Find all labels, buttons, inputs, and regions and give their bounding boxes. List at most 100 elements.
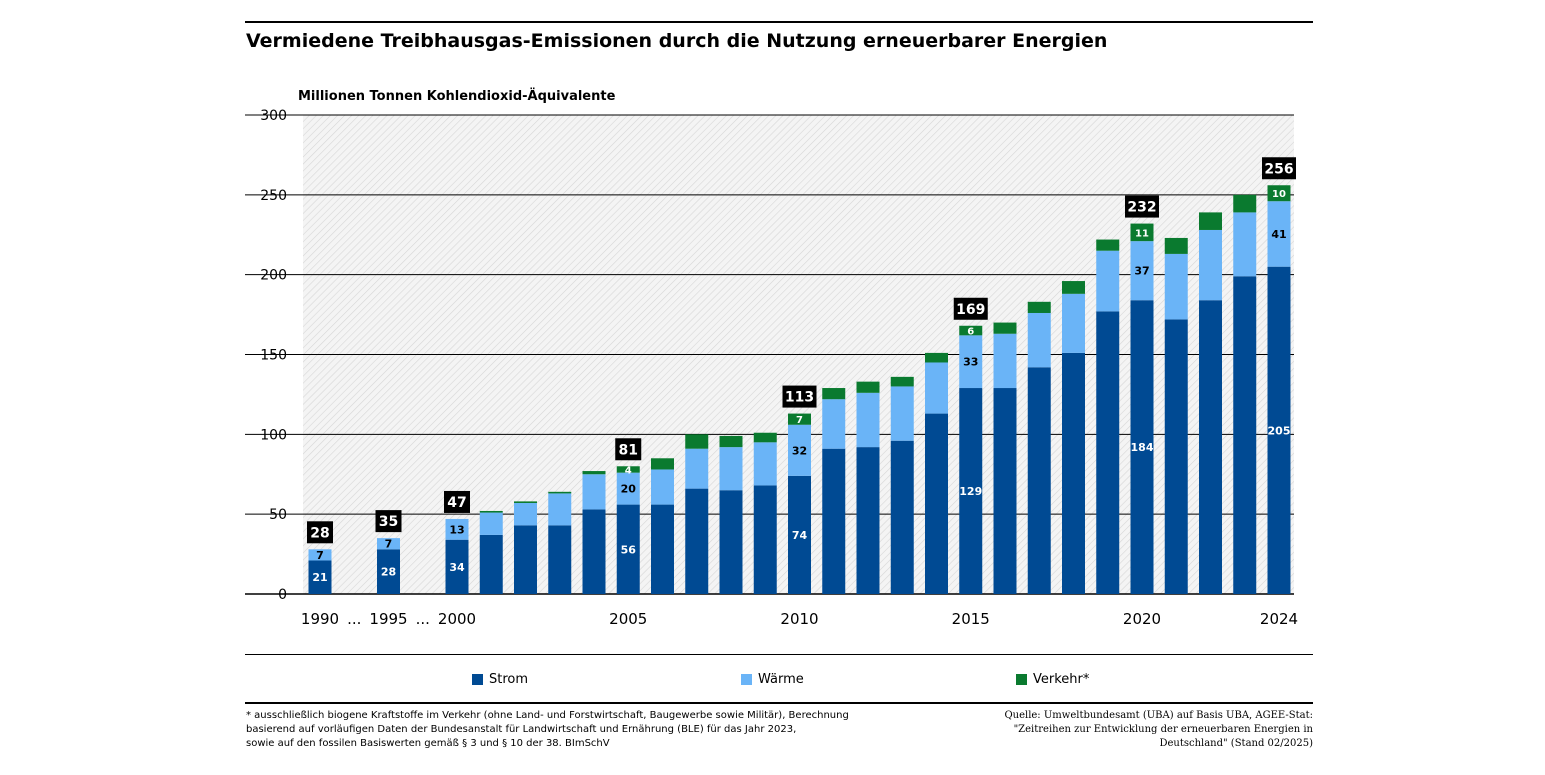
bar-waerme bbox=[822, 399, 846, 449]
legend-label-verkehr: Verkehr* bbox=[1033, 672, 1090, 687]
bar-verkehr bbox=[993, 322, 1017, 334]
y-axis-label: Millionen Tonnen Kohlendioxid-Äquivalent… bbox=[298, 88, 616, 104]
x-tick-label: 2024 bbox=[1260, 610, 1298, 628]
y-tick-label: 300 bbox=[260, 108, 287, 124]
bar-strom bbox=[753, 485, 777, 594]
data-label-strom: 28 bbox=[381, 566, 396, 579]
bar-verkehr bbox=[1096, 239, 1120, 251]
chart-title: Vermiedene Treibhausgas-Emissionen durch… bbox=[246, 30, 1108, 52]
stacked-bar-chart: Millionen Tonnen Kohlendioxid-Äquivalent… bbox=[245, 88, 1298, 628]
total-label-box bbox=[782, 385, 817, 408]
bar-waerme bbox=[788, 424, 811, 476]
bar-strom bbox=[308, 560, 332, 594]
bar-strom bbox=[788, 475, 811, 594]
legend-swatch-strom bbox=[472, 674, 483, 685]
bar-verkehr bbox=[822, 388, 846, 400]
bar-verkehr bbox=[1267, 185, 1291, 202]
data-label-waerme: 13 bbox=[449, 523, 464, 536]
x-tick-label: 2015 bbox=[952, 610, 990, 628]
bar-waerme bbox=[959, 335, 983, 389]
x-tick-label: 1995 bbox=[369, 610, 407, 628]
bar-strom bbox=[1164, 319, 1188, 594]
bar-waerme bbox=[1027, 312, 1051, 368]
bar-verkehr bbox=[1233, 194, 1257, 213]
total-label: 232 bbox=[1127, 200, 1156, 216]
bar-waerme bbox=[1130, 241, 1154, 301]
bar-strom bbox=[651, 504, 674, 594]
bar-strom bbox=[856, 447, 880, 594]
bar-strom bbox=[1096, 311, 1120, 594]
top-rule bbox=[245, 21, 1313, 23]
bar-strom bbox=[685, 488, 709, 594]
data-label-strom: 129 bbox=[959, 485, 982, 498]
total-label: 169 bbox=[956, 302, 985, 318]
bar-waerme bbox=[1199, 229, 1222, 301]
bar-waerme bbox=[753, 442, 777, 486]
bar-waerme bbox=[856, 392, 880, 448]
bar-verkehr bbox=[788, 413, 811, 425]
y-tick-label: 100 bbox=[260, 427, 287, 443]
bar-verkehr bbox=[1130, 223, 1154, 242]
total-label-box bbox=[307, 521, 333, 544]
bar-verkehr bbox=[1027, 301, 1051, 313]
total-label: 113 bbox=[785, 390, 814, 406]
bar-verkehr bbox=[1164, 237, 1188, 254]
legend-waerme: Wärme bbox=[741, 672, 804, 687]
footnote-line: * ausschließlich biogene Kraftstoffe im … bbox=[246, 710, 849, 721]
bar-waerme bbox=[377, 538, 400, 550]
bar-strom bbox=[822, 448, 846, 594]
y-tick-label: 50 bbox=[269, 507, 287, 523]
x-tick-label: 1990 bbox=[301, 610, 339, 628]
data-label-verkehr: 6 bbox=[967, 327, 974, 338]
y-tick-label: 0 bbox=[278, 587, 287, 603]
bar-waerme bbox=[1062, 293, 1085, 353]
bar-waerme bbox=[479, 512, 503, 535]
data-label-waerme: 20 bbox=[621, 483, 637, 496]
bar-waerme bbox=[582, 474, 606, 510]
x-tick-label: 2020 bbox=[1123, 610, 1161, 628]
source-line: "Zeitreihen zur Entwicklung der erneuerb… bbox=[1013, 724, 1313, 735]
total-label-box bbox=[615, 438, 642, 461]
data-label-waerme: 37 bbox=[1134, 265, 1149, 278]
bar-verkehr bbox=[479, 510, 503, 513]
bar-strom bbox=[616, 504, 640, 594]
legend-verkehr: Verkehr* bbox=[1016, 672, 1089, 687]
bar-waerme bbox=[685, 448, 709, 489]
source-line: Deutschland" (Stand 02/2025) bbox=[1159, 738, 1313, 749]
bar-strom bbox=[1199, 300, 1222, 594]
total-label: 256 bbox=[1264, 161, 1293, 177]
data-label-strom: 205 bbox=[1268, 424, 1291, 437]
data-label-strom: 56 bbox=[621, 543, 637, 556]
data-label-verkehr: 11 bbox=[1135, 228, 1149, 239]
bar-waerme bbox=[308, 549, 332, 561]
bar-verkehr bbox=[856, 381, 880, 393]
bar-verkehr bbox=[548, 491, 572, 494]
data-label-waerme: 7 bbox=[385, 538, 393, 551]
source-line: Quelle: Umweltbundesamt (UBA) auf Basis … bbox=[1004, 710, 1313, 721]
y-tick-label: 150 bbox=[260, 348, 287, 364]
legend-swatch-verkehr bbox=[1016, 674, 1027, 685]
bar-waerme bbox=[1164, 253, 1188, 320]
bar-waerme bbox=[616, 472, 640, 505]
bar-verkehr bbox=[685, 434, 709, 449]
bar-waerme bbox=[1233, 212, 1257, 277]
bar-verkehr bbox=[890, 376, 914, 387]
bar-strom bbox=[719, 490, 743, 594]
bar-verkehr bbox=[616, 466, 640, 473]
bar-verkehr bbox=[1062, 281, 1085, 294]
data-label-strom: 21 bbox=[312, 571, 327, 584]
bar-waerme bbox=[651, 469, 674, 505]
bar-waerme bbox=[445, 518, 469, 540]
bar-strom bbox=[925, 413, 948, 594]
legend-strom: Strom bbox=[472, 672, 528, 687]
bar-strom bbox=[959, 388, 983, 594]
y-tick-label: 200 bbox=[260, 268, 287, 284]
total-label: 35 bbox=[379, 514, 398, 530]
data-label-waerme: 7 bbox=[316, 549, 324, 562]
bar-verkehr bbox=[719, 435, 743, 448]
bar-strom bbox=[993, 388, 1017, 594]
data-label-strom: 74 bbox=[792, 529, 808, 542]
footnote-line: sowie auf den fossilen Basiswerten gemäß… bbox=[246, 738, 610, 749]
bar-strom bbox=[1062, 352, 1085, 594]
data-label-waerme: 41 bbox=[1271, 228, 1286, 241]
